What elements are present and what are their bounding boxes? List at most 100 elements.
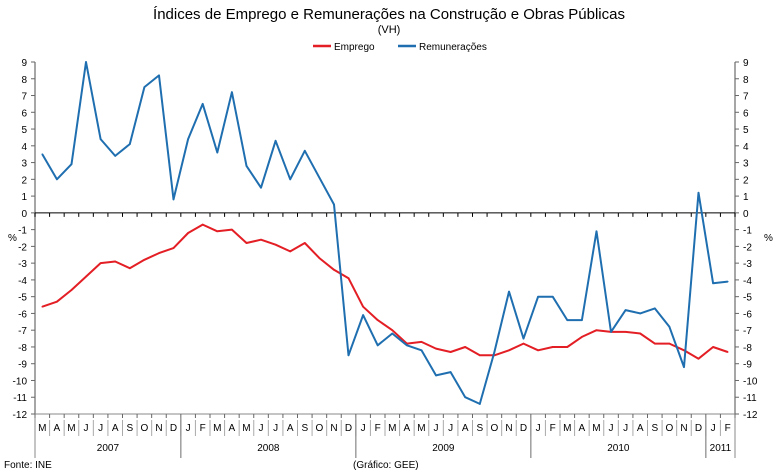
data-point-emprego bbox=[697, 357, 700, 360]
data-point-emprego bbox=[114, 260, 117, 263]
data-point-remuneracoes bbox=[143, 86, 146, 88]
x-tick-label-month: M bbox=[592, 423, 600, 434]
data-point-emprego bbox=[362, 305, 364, 308]
x-tick-label-month: J bbox=[434, 423, 439, 434]
credit-note: (Gráfico: GEE) bbox=[353, 460, 419, 471]
y-tick-label-right: 7 bbox=[743, 92, 749, 103]
x-tick-label-month: J bbox=[361, 423, 366, 434]
chart-subtitle: (VH) bbox=[378, 24, 401, 36]
data-point-remuneracoes bbox=[522, 337, 525, 340]
data-point-emprego bbox=[464, 346, 467, 348]
x-tick-label-month: M bbox=[417, 423, 425, 434]
y-tick-label-right: -2 bbox=[743, 242, 752, 253]
x-tick-label-month: A bbox=[54, 423, 61, 434]
x-tick-label-month: O bbox=[490, 423, 498, 434]
x-tick-label-month: F bbox=[375, 423, 381, 434]
data-point-remuneracoes bbox=[85, 61, 87, 63]
data-point-emprego bbox=[639, 332, 642, 335]
data-point-emprego bbox=[172, 247, 175, 249]
data-point-remuneracoes bbox=[260, 186, 262, 189]
data-point-remuneracoes bbox=[683, 366, 685, 368]
y-tick-label-left: -5 bbox=[18, 293, 27, 304]
data-point-remuneracoes bbox=[347, 354, 350, 357]
data-point-remuneracoes bbox=[158, 74, 160, 77]
data-point-remuneracoes bbox=[449, 371, 452, 373]
data-point-emprego bbox=[712, 346, 714, 348]
y-axis-label-right: % bbox=[764, 233, 773, 244]
data-point-remuneracoes bbox=[128, 143, 131, 145]
data-point-emprego bbox=[303, 242, 306, 244]
y-tick-label-right: -6 bbox=[743, 309, 752, 320]
y-tick-label-left: 6 bbox=[21, 108, 27, 119]
x-tick-label-month: F bbox=[200, 423, 206, 434]
legend-label-remuneracoes: Remunerações bbox=[419, 42, 487, 53]
x-tick-label-month: D bbox=[170, 423, 177, 434]
data-point-emprego bbox=[347, 277, 350, 280]
data-point-emprego bbox=[158, 252, 160, 254]
y-tick-label-right: 6 bbox=[743, 108, 749, 119]
data-point-remuneracoes bbox=[537, 295, 539, 298]
data-point-emprego bbox=[41, 305, 44, 308]
series-line-emprego bbox=[41, 223, 729, 360]
x-tick-label-month: N bbox=[680, 423, 687, 434]
data-point-emprego bbox=[435, 347, 437, 350]
data-point-remuneracoes bbox=[70, 163, 73, 166]
y-tick-label-left: 1 bbox=[21, 192, 27, 203]
y-tick-label-right: -1 bbox=[743, 226, 752, 237]
data-point-emprego bbox=[231, 228, 233, 231]
x-tick-label-month: N bbox=[155, 423, 162, 434]
data-point-emprego bbox=[245, 242, 248, 244]
y-tick-label-left: -9 bbox=[18, 360, 27, 371]
data-point-remuneracoes bbox=[406, 344, 408, 347]
x-tick-label-month: F bbox=[725, 423, 731, 434]
x-tick-label-month: M bbox=[563, 423, 571, 434]
data-point-remuneracoes bbox=[56, 178, 58, 181]
y-tick-label-left: -2 bbox=[18, 242, 27, 253]
data-point-remuneracoes bbox=[362, 314, 364, 316]
x-tick-label-month: N bbox=[505, 423, 512, 434]
data-point-emprego bbox=[668, 342, 671, 345]
x-tick-label-month: M bbox=[242, 423, 250, 434]
chart-title: Índices de Emprego e Remunerações na Con… bbox=[153, 6, 625, 23]
x-tick-label-month: D bbox=[345, 423, 352, 434]
data-point-emprego bbox=[274, 243, 277, 246]
x-tick-label-month: A bbox=[229, 423, 236, 434]
x-tick-label-month: J bbox=[623, 423, 628, 434]
data-point-remuneracoes bbox=[99, 138, 102, 140]
x-tick-label-month: A bbox=[637, 423, 644, 434]
data-point-emprego bbox=[449, 351, 452, 353]
data-point-remuneracoes bbox=[551, 295, 554, 298]
data-point-remuneracoes bbox=[610, 331, 612, 333]
data-point-emprego bbox=[391, 329, 394, 331]
x-tick-label-month: O bbox=[665, 423, 673, 434]
x-tick-label-month: N bbox=[330, 423, 337, 434]
x-tick-label-month: S bbox=[301, 423, 308, 434]
x-tick-label-month: S bbox=[126, 423, 133, 434]
x-tick-label-year: 2007 bbox=[97, 443, 120, 454]
data-point-emprego bbox=[187, 232, 189, 234]
y-tick-label-right: 5 bbox=[743, 125, 749, 136]
x-tick-label-month: J bbox=[186, 423, 191, 434]
data-point-remuneracoes bbox=[420, 349, 423, 352]
x-tick-label-month: M bbox=[67, 423, 75, 434]
x-tick-label-month: A bbox=[287, 423, 294, 434]
y-tick-label-right: -12 bbox=[743, 410, 758, 421]
x-tick-label-month: O bbox=[315, 423, 323, 434]
data-point-remuneracoes bbox=[435, 374, 437, 377]
data-point-emprego bbox=[624, 331, 627, 333]
x-tick-label-year: 2009 bbox=[432, 443, 455, 454]
y-tick-label-right: 4 bbox=[743, 142, 749, 153]
x-tick-label-month: A bbox=[579, 423, 586, 434]
data-point-emprego bbox=[143, 258, 146, 261]
data-point-emprego bbox=[128, 267, 131, 269]
y-tick-label-left: -7 bbox=[18, 326, 27, 337]
x-tick-label-month: A bbox=[112, 423, 119, 434]
y-tick-label-left: 5 bbox=[21, 125, 27, 136]
x-tick-label-month: J bbox=[98, 423, 103, 434]
x-tick-label-month: D bbox=[520, 423, 527, 434]
x-tick-label-year: 2011 bbox=[710, 443, 732, 454]
x-tick-label-month: J bbox=[84, 423, 89, 434]
y-tick-label-left: 7 bbox=[21, 92, 27, 103]
data-point-remuneracoes bbox=[493, 351, 496, 353]
